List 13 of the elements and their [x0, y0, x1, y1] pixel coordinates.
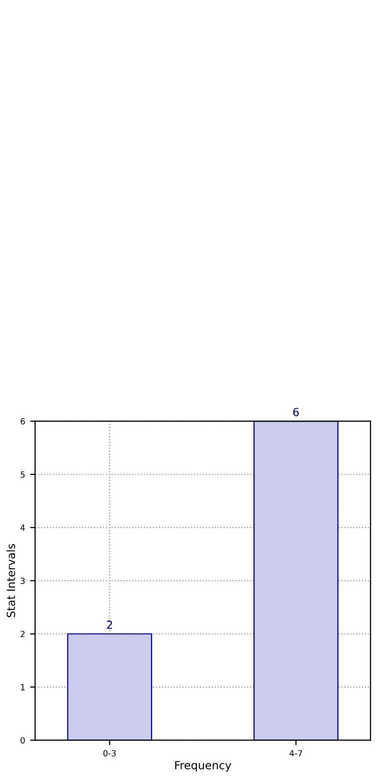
- y-tick-label: 5: [20, 471, 25, 478]
- y-tick-label: 4: [20, 524, 25, 531]
- y-tick-label: 2: [20, 630, 25, 638]
- x-tick-label: 0-3: [103, 750, 116, 756]
- y-tick-label: 6: [20, 418, 25, 424]
- x-tick-label: 4-7: [290, 750, 302, 756]
- x-axis-title: Frequency: [175, 761, 232, 772]
- y-tick-label: 3: [20, 578, 25, 584]
- y-axis-title: Stat Intervals: [6, 544, 16, 618]
- y-tick-label: 0: [20, 737, 25, 744]
- data-label: 2: [106, 620, 112, 629]
- data-label: 6: [293, 408, 299, 416]
- y-tick-label: 1: [20, 684, 25, 690]
